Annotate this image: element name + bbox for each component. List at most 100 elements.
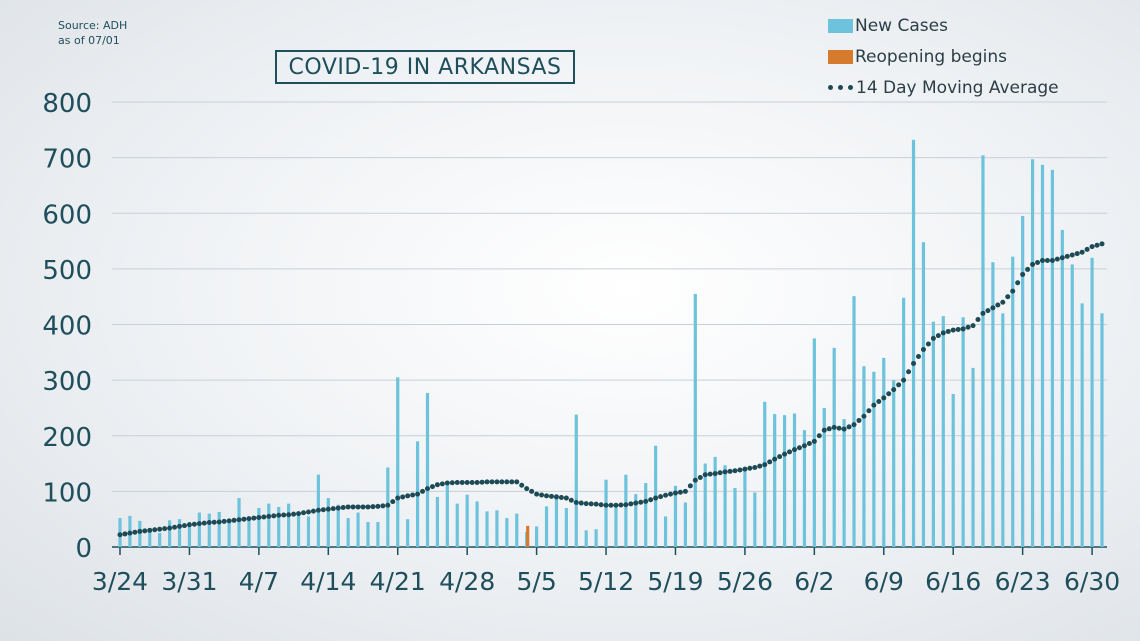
moving-average-point bbox=[206, 520, 212, 526]
bar-new-cases bbox=[604, 479, 608, 547]
bar-new-cases bbox=[792, 413, 797, 547]
moving-average-point bbox=[539, 492, 545, 498]
bar-new-cases bbox=[663, 516, 668, 547]
moving-average-point bbox=[315, 507, 321, 513]
moving-average-point bbox=[405, 493, 411, 499]
moving-average-point bbox=[350, 504, 356, 510]
moving-average-point bbox=[915, 353, 921, 359]
moving-average-point bbox=[137, 528, 143, 534]
moving-average-point bbox=[846, 424, 852, 430]
bar-new-cases bbox=[723, 465, 727, 547]
bar-new-cases bbox=[564, 508, 568, 547]
moving-average-point bbox=[1084, 246, 1090, 252]
bar-new-cases bbox=[782, 415, 787, 547]
y-tick-label: 500 bbox=[42, 256, 92, 286]
moving-average-point bbox=[310, 508, 316, 514]
y-tick-label: 700 bbox=[42, 145, 92, 175]
moving-average-point bbox=[772, 456, 778, 462]
moving-average-point bbox=[668, 491, 674, 497]
legend-item-moving-average: 14 Day Moving Average bbox=[828, 72, 1059, 103]
y-tick-label: 400 bbox=[42, 312, 92, 342]
moving-average-point bbox=[271, 513, 277, 519]
moving-average-point bbox=[598, 502, 604, 508]
bar-new-cases bbox=[931, 321, 935, 547]
bar-new-cases bbox=[634, 494, 638, 547]
moving-average-point bbox=[757, 463, 763, 469]
moving-average-point bbox=[241, 516, 247, 522]
moving-average-point bbox=[821, 427, 827, 433]
moving-average-point bbox=[851, 422, 857, 428]
moving-average-point bbox=[305, 509, 311, 515]
x-tick-label: 4/21 bbox=[370, 567, 426, 596]
moving-average-point bbox=[181, 523, 187, 529]
x-tick-label: 4/14 bbox=[300, 567, 356, 596]
moving-average-point bbox=[930, 335, 936, 341]
bar-new-cases bbox=[158, 533, 162, 547]
bar-new-cases bbox=[485, 511, 489, 547]
moving-average-point bbox=[286, 512, 292, 518]
moving-average-point bbox=[479, 479, 485, 485]
bar-new-cases bbox=[356, 512, 360, 547]
moving-average-point bbox=[172, 524, 178, 530]
moving-average-point bbox=[360, 504, 366, 510]
bar-new-cases bbox=[187, 521, 192, 547]
moving-average-point bbox=[876, 399, 882, 405]
moving-average-point bbox=[484, 479, 490, 485]
bar-new-cases bbox=[584, 530, 588, 547]
bar-new-cases bbox=[544, 506, 549, 547]
bar-new-cases bbox=[247, 519, 251, 547]
moving-average-point bbox=[375, 503, 381, 509]
moving-average-point bbox=[965, 324, 971, 330]
moving-average-point bbox=[896, 382, 902, 388]
moving-average-point bbox=[806, 441, 812, 447]
moving-average-point bbox=[296, 511, 302, 517]
moving-average-point bbox=[132, 529, 138, 535]
bar-new-cases bbox=[594, 529, 598, 547]
moving-average-point bbox=[886, 391, 892, 397]
moving-average-point bbox=[529, 488, 535, 494]
moving-average-point bbox=[777, 454, 783, 460]
moving-average-point bbox=[573, 500, 579, 505]
moving-average-point bbox=[142, 528, 148, 534]
bar-new-cases bbox=[535, 526, 539, 547]
bar-new-cases bbox=[753, 492, 757, 547]
moving-average-point bbox=[618, 502, 624, 508]
moving-average-point bbox=[866, 408, 872, 414]
moving-average-point bbox=[995, 302, 1001, 308]
bar-new-cases bbox=[1050, 169, 1055, 548]
bar-new-cases bbox=[227, 519, 231, 547]
moving-average-point bbox=[1094, 242, 1100, 248]
bar-new-cases bbox=[475, 501, 479, 547]
moving-average-point bbox=[955, 327, 961, 333]
moving-average-point bbox=[717, 470, 723, 476]
x-tick-label: 6/2 bbox=[794, 567, 834, 596]
moving-average-point bbox=[737, 467, 743, 473]
moving-average-point bbox=[186, 522, 192, 528]
moving-average-point bbox=[330, 506, 336, 512]
bar-new-cases bbox=[406, 519, 410, 547]
source-line-1: Source: ADH bbox=[58, 19, 128, 32]
moving-average-point bbox=[519, 482, 525, 488]
moving-average-point bbox=[787, 449, 793, 455]
moving-average-point bbox=[390, 499, 396, 505]
y-tick-label: 600 bbox=[42, 200, 92, 230]
bar-new-cases bbox=[1001, 313, 1005, 547]
moving-average-point bbox=[856, 417, 862, 423]
moving-average-point bbox=[975, 316, 981, 322]
x-tick-label: 6/9 bbox=[864, 567, 904, 596]
moving-average-point bbox=[643, 498, 649, 504]
moving-average-point bbox=[960, 326, 966, 332]
bar-new-cases bbox=[435, 496, 440, 547]
moving-average-point bbox=[459, 479, 465, 485]
bar-new-cases bbox=[177, 519, 182, 547]
moving-average-point bbox=[1035, 259, 1041, 265]
bar-new-cases bbox=[277, 506, 281, 547]
moving-average-point bbox=[261, 514, 267, 520]
chart-title: COVID-19 IN ARKANSAS bbox=[275, 50, 575, 84]
moving-average-point bbox=[122, 531, 128, 537]
moving-average-point bbox=[1000, 299, 1006, 305]
bar-new-cases bbox=[981, 155, 985, 547]
moving-average-point bbox=[226, 518, 232, 524]
bar-new-cases bbox=[148, 528, 152, 547]
